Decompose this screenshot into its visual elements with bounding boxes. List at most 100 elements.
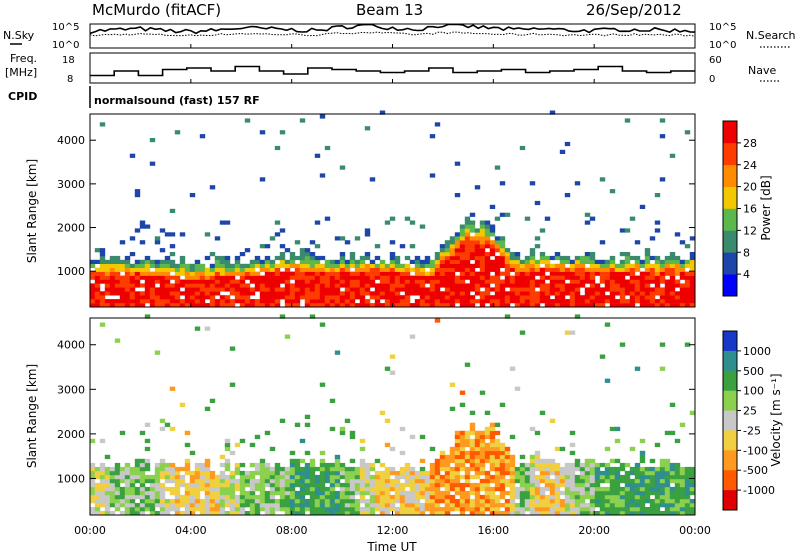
heatmap-cell: [254, 303, 261, 308]
heatmap-cell: [659, 490, 666, 496]
heatmap-cell: [349, 259, 356, 264]
heatmap-cell: [479, 255, 486, 261]
heatmap-cell: [379, 486, 386, 492]
heatmap-cell: [124, 499, 131, 504]
heatmap-cell: [689, 511, 696, 516]
heatmap-cell: [404, 299, 411, 304]
heatmap-cell: [519, 507, 526, 512]
heatmap-cell: [529, 283, 536, 288]
colorbar-block: [723, 350, 737, 372]
heatmap-cell: [119, 267, 126, 272]
heatmap-cell: [464, 295, 471, 300]
heatmap-cell: [259, 478, 266, 484]
heatmap-cell: [494, 299, 501, 304]
heatmap-cell: [614, 503, 621, 508]
nave-label: Nave: [748, 64, 776, 77]
heatmap-cell: [509, 259, 516, 264]
heatmap-cell: [564, 267, 571, 272]
heatmap-cell: [469, 252, 476, 257]
y-tick-label: 4000: [57, 134, 85, 147]
heatmap-cell: [294, 263, 301, 268]
heatmap-cell: [314, 275, 321, 280]
heatmap-cell: [204, 490, 211, 496]
heatmap-cell: [244, 263, 251, 268]
heatmap-cell: [179, 263, 186, 268]
heatmap-cell: [459, 228, 466, 233]
heatmap-cell: [169, 474, 176, 480]
heatmap-cell: [604, 499, 611, 504]
heatmap-cell: [129, 275, 136, 280]
heatmap-cell: [349, 283, 356, 288]
heatmap-cell: [514, 283, 521, 288]
heatmap-cell: [559, 507, 566, 512]
heatmap-cell: [359, 263, 366, 268]
heatmap-cell: [439, 499, 446, 504]
heatmap-cell: [139, 263, 146, 268]
heatmap-cell: [344, 478, 351, 484]
heatmap-cell: [389, 494, 396, 500]
colorbar-block: [723, 252, 737, 275]
heatmap-cell: [469, 244, 476, 249]
heatmap-cell: [374, 275, 381, 280]
heatmap-cell: [644, 470, 651, 476]
heatmap-cell: [349, 291, 356, 296]
heatmap-cell: [419, 507, 426, 512]
heatmap-cell: [124, 279, 131, 284]
heatmap-cell: [214, 255, 221, 261]
heatmap-cell: [509, 486, 516, 492]
heatmap-cell: [619, 299, 626, 304]
heatmap-cell: [474, 248, 481, 253]
heatmap-cell: [199, 267, 206, 272]
heatmap-cell: [269, 507, 276, 512]
heatmap-cell: [469, 430, 476, 436]
heatmap-cell: [219, 490, 226, 496]
heatmap-cell: [234, 442, 241, 448]
heatmap-cell: [104, 287, 111, 292]
heatmap-cell: [649, 271, 656, 276]
heatmap-cell: [329, 486, 336, 492]
heatmap-cell: [464, 228, 471, 233]
heatmap-cell: [199, 295, 206, 300]
heatmap-cell: [389, 295, 396, 300]
heatmap-cell: [304, 414, 311, 419]
heatmap-cell: [259, 244, 266, 249]
heatmap-cell: [94, 474, 101, 480]
heatmap-cell: [614, 263, 621, 268]
heatmap-cell: [99, 503, 106, 508]
heatmap-cell: [129, 511, 136, 516]
heatmap-cell: [529, 295, 536, 300]
heatmap-cell: [644, 259, 651, 264]
heatmap-cell: [244, 267, 251, 272]
heatmap-cell: [384, 303, 391, 308]
heatmap-cell: [469, 507, 476, 512]
heatmap-cell: [239, 507, 246, 512]
heatmap-cell: [314, 299, 321, 304]
heatmap-cell: [524, 499, 531, 504]
heatmap-cell: [144, 446, 151, 452]
heatmap-cell: [344, 271, 351, 276]
heatmap-cell: [369, 507, 376, 512]
heatmap-cell: [439, 271, 446, 276]
heatmap-cell: [179, 499, 186, 504]
heatmap-cell: [424, 299, 431, 304]
heatmap-cell: [429, 470, 436, 476]
heatmap-cell: [534, 482, 541, 488]
heatmap-cell: [214, 474, 221, 480]
heatmap-cell: [334, 470, 341, 476]
heatmap-cell: [134, 279, 141, 284]
heatmap-cell: [649, 507, 656, 512]
heatmap-cell: [489, 295, 496, 300]
colorbar-tick-label: -500: [743, 464, 768, 477]
colorbar-tick-label: 24: [743, 159, 757, 172]
heatmap-cell: [679, 482, 686, 488]
heatmap-cell: [534, 478, 541, 484]
heatmap-cell: [314, 490, 321, 496]
heatmap-cell: [229, 478, 236, 484]
heatmap-cell: [639, 275, 646, 280]
heatmap-cell: [649, 299, 656, 304]
heatmap-cell: [224, 283, 231, 288]
heatmap-cell: [599, 503, 606, 508]
heatmap-cell: [264, 271, 271, 276]
heatmap-cell: [499, 181, 506, 186]
heatmap-cell: [559, 299, 566, 304]
